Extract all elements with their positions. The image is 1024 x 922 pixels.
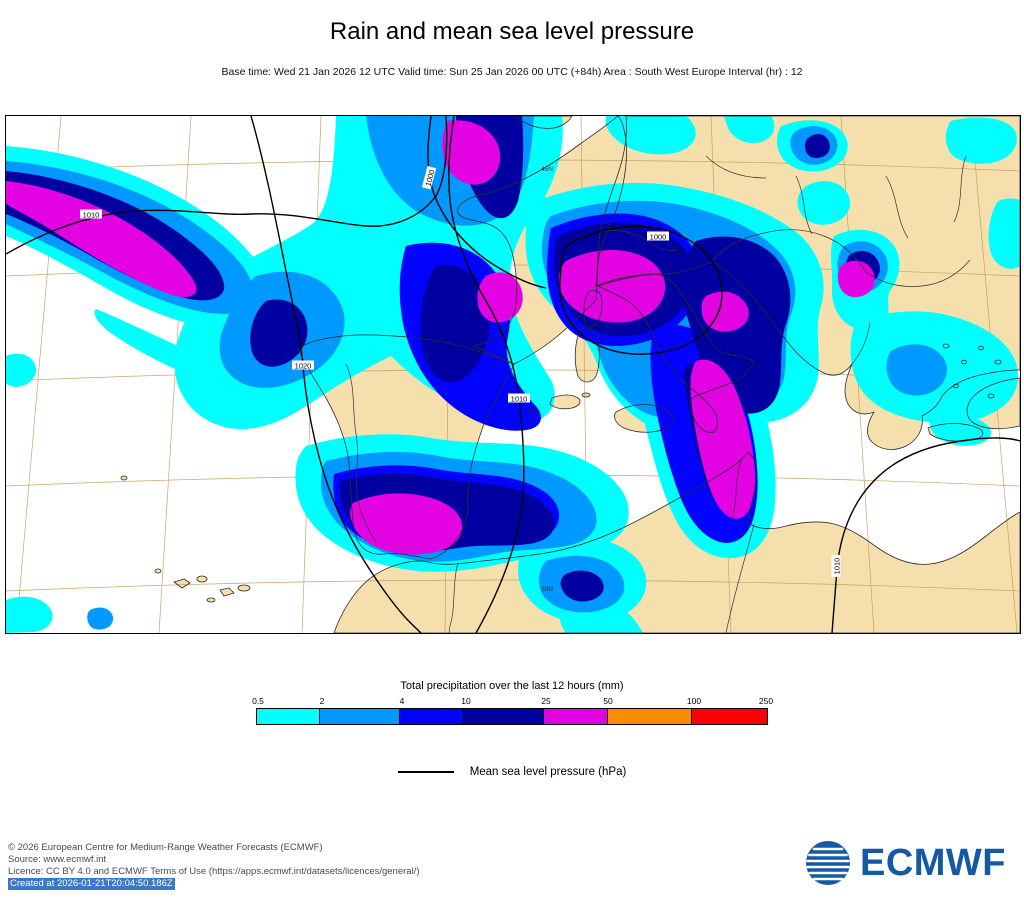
precipitation-layer bbox=[6, 116, 1020, 633]
graticule-label: 30N bbox=[541, 586, 553, 593]
contour-labels: 1010 1000 1020 1000 1010 1010 bbox=[80, 165, 842, 577]
precip-ticks: 0.5 2 4 10 25 50 100 250 bbox=[252, 696, 773, 706]
colorbar-cell bbox=[464, 708, 544, 725]
ecmwf-logo-mark bbox=[805, 841, 850, 885]
chart-subtitle: Base time: Wed 21 Jan 2026 12 UTC Valid … bbox=[221, 66, 803, 78]
contour-label: 1010 bbox=[511, 395, 528, 404]
contour-label: 1000 bbox=[650, 233, 667, 242]
mslp-legend: Mean sea level pressure (hPa) bbox=[0, 766, 1024, 778]
ecmwf-logo-text: ECMWF bbox=[859, 841, 1006, 884]
precip-colorbar bbox=[256, 708, 768, 725]
footer-line: Source: www.ecmwf.int bbox=[8, 853, 107, 865]
colorbar-cell bbox=[608, 708, 692, 725]
colorbar-tick: 250 bbox=[758, 696, 774, 706]
colorbar-cell bbox=[692, 708, 768, 725]
ecmwf-logo: ECMWF bbox=[805, 840, 1006, 886]
pressure-contour-layer bbox=[6, 116, 1020, 633]
colorbar-tick: 10 bbox=[461, 696, 471, 706]
colorbar-tick: 100 bbox=[686, 696, 702, 706]
footer-line: Created at 2026-01-21T20:04:50.186Z bbox=[8, 877, 175, 890]
weather-map: 1010 1000 1020 1000 1010 1010 45N 30N bbox=[5, 115, 1021, 634]
colorbar-tick: 4 bbox=[399, 696, 405, 706]
colorbar-tick: 25 bbox=[541, 696, 551, 706]
contour-label: 1010 bbox=[833, 558, 842, 575]
colorbar-cell bbox=[256, 708, 320, 725]
colorbar-cell bbox=[320, 708, 400, 725]
mslp-line-symbol bbox=[397, 771, 454, 773]
footer-line: © 2026 European Centre for Medium-Range … bbox=[8, 842, 323, 853]
mslp-legend-label: Mean sea level pressure (hPa) bbox=[469, 766, 627, 778]
precip-legend-title: Total precipitation over the last 12 hou… bbox=[400, 680, 624, 692]
contour-label: 1000 bbox=[423, 169, 436, 187]
contour-label: 1020 bbox=[295, 362, 312, 371]
colorbar-cell bbox=[544, 708, 608, 725]
colorbar-tick: 50 bbox=[603, 696, 613, 706]
footer-lines: © 2026 European Centre for Medium-Range … bbox=[8, 842, 420, 890]
colorbar-cell bbox=[400, 708, 464, 725]
contour-label: 1010 bbox=[83, 211, 100, 220]
country-borders-layer bbox=[345, 155, 971, 633]
colorbar-tick: 2 bbox=[319, 696, 325, 706]
graticule-labels: 45N 30N bbox=[541, 166, 553, 593]
footer-line: Licence: CC BY 4.0 and ECMWF Terms of Us… bbox=[8, 865, 420, 877]
page-title: Rain and mean sea level pressure bbox=[329, 18, 695, 45]
graticule-label: 45N bbox=[541, 166, 553, 173]
colorbar-tick: 0.5 bbox=[252, 696, 264, 706]
map-svg: 1010 1000 1020 1000 1010 1010 45N 30N bbox=[6, 116, 1020, 633]
